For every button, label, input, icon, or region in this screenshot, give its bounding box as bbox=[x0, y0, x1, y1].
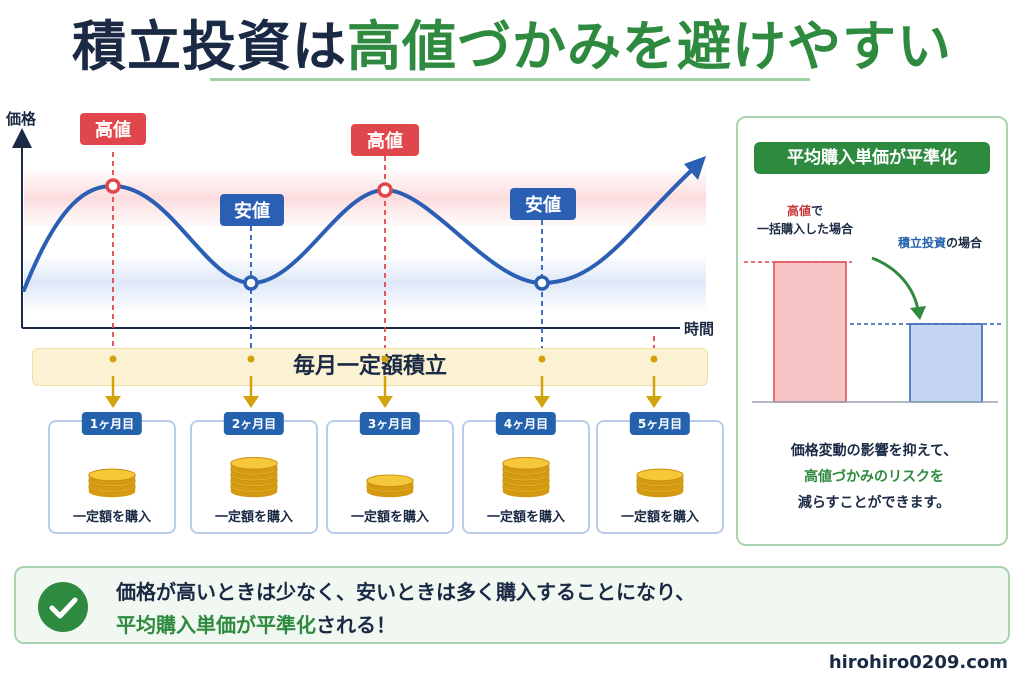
panel-title: 平均購入単価が平準化 bbox=[754, 142, 990, 174]
trend-arrow-head bbox=[684, 156, 706, 180]
x-axis-label: 時間 bbox=[684, 320, 714, 338]
arrow-head-2 bbox=[243, 396, 259, 408]
lump-sum-bar bbox=[773, 261, 847, 403]
coin-stack-icon bbox=[366, 474, 414, 498]
coin-face bbox=[230, 457, 278, 470]
coin-face bbox=[366, 474, 414, 488]
arrow-dot-3 bbox=[381, 355, 389, 363]
coin-stack-icon bbox=[88, 468, 136, 498]
month-badge: 5ヶ月目 bbox=[629, 412, 691, 435]
arrow-dot-5 bbox=[650, 355, 658, 363]
site-url: hirohiro0209.com bbox=[828, 652, 1008, 673]
lump-highlight: 高値 bbox=[786, 204, 811, 218]
lump-sum-label: 高値で 一括購入した場合 bbox=[750, 202, 860, 238]
arrow-head-5 bbox=[646, 396, 662, 408]
purchase-arrows bbox=[105, 355, 662, 408]
coin-stack-icon bbox=[502, 457, 550, 498]
arrow-dot-4 bbox=[538, 355, 546, 363]
summary-line-2: 平均購入単価が平準化される！ bbox=[116, 609, 396, 638]
month-card-1: 1ヶ月目 一定額を購入 bbox=[48, 412, 176, 534]
title-part-1: 積立投資は bbox=[72, 15, 347, 78]
y-axis-label: 価格 bbox=[5, 110, 37, 128]
coin-stack-icon bbox=[230, 457, 278, 498]
page-title: 積立投資は高値づかみを避けやすい bbox=[0, 2, 1024, 81]
purchase-label: 一定額を購入 bbox=[72, 510, 151, 525]
low-point-2 bbox=[534, 275, 550, 291]
month-badge: 2ヶ月目 bbox=[223, 412, 285, 435]
summary-rest: される！ bbox=[316, 613, 396, 637]
arrow-head-4 bbox=[534, 396, 550, 408]
coin-stack-icon bbox=[636, 468, 684, 498]
high-label-box-2 bbox=[351, 124, 419, 156]
accum-rest: の場合 bbox=[946, 236, 983, 250]
low-label-box-1 bbox=[220, 194, 284, 226]
comparison-chart bbox=[744, 256, 1002, 403]
month-card-3: 3ヶ月目 一定額を購入 bbox=[326, 412, 454, 534]
high-label-box-1 bbox=[80, 113, 146, 145]
purchase-label: 一定額を購入 bbox=[620, 510, 699, 525]
summary-line-1: 価格が高いときは少なく、安いときは多く購入することになり、 bbox=[116, 580, 696, 604]
accum-highlight: 積立投資 bbox=[897, 236, 946, 250]
purchase-label: 一定額を購入 bbox=[350, 510, 429, 525]
high-label-2: 高値 bbox=[367, 130, 403, 152]
lump-rest-2: 一括購入した場合 bbox=[756, 222, 853, 236]
strip-label: 毎月一定額積立 bbox=[292, 354, 447, 379]
accumulation-bar bbox=[909, 323, 983, 403]
high-point-1 bbox=[105, 178, 121, 194]
low-label-2: 安値 bbox=[525, 194, 561, 216]
purchase-label: 一定額を購入 bbox=[214, 510, 293, 525]
average-price-panel: 平均購入単価が平準化 高値で 一括購入した場合 積立投資の場合 価格変動の影響を… bbox=[736, 116, 1008, 546]
month-badge: 4ヶ月目 bbox=[495, 412, 557, 435]
title-part-2: 高値づかみを避けやすい bbox=[347, 15, 952, 78]
arrow-head-1 bbox=[105, 396, 121, 408]
high-label-1: 高値 bbox=[95, 119, 131, 141]
month-card-4: 4ヶ月目 一定額を購入 bbox=[462, 412, 590, 534]
month-card-5: 5ヶ月目 一定額を購入 bbox=[596, 412, 724, 534]
high-point-2 bbox=[377, 182, 393, 198]
coin-face bbox=[636, 468, 684, 482]
low-point-1 bbox=[243, 275, 259, 291]
curved-arrow-icon bbox=[871, 256, 920, 311]
accumulation-label: 積立投資の場合 bbox=[876, 234, 1004, 251]
lump-rest-1: で bbox=[811, 204, 824, 218]
coin-face bbox=[502, 457, 550, 470]
monthly-investment-strip: 毎月一定額積立 bbox=[32, 348, 708, 386]
curved-arrow-head bbox=[910, 306, 926, 320]
purchase-label: 一定額を購入 bbox=[486, 510, 565, 525]
low-label-1: 安値 bbox=[234, 200, 270, 222]
month-card-2: 2ヶ月目 一定額を購入 bbox=[190, 412, 318, 534]
summary-box: 価格が高いときは少なく、安いときは多く購入することになり、 平均購入単価が平準化… bbox=[14, 566, 1010, 644]
low-price-band bbox=[24, 258, 706, 308]
low-label-box-2 bbox=[510, 188, 576, 220]
arrow-dot-1 bbox=[109, 355, 117, 363]
panel-note-line-2: 高値づかみのリスクを bbox=[804, 469, 944, 485]
title-underline bbox=[210, 78, 810, 81]
month-badge: 1ヶ月目 bbox=[81, 412, 143, 435]
panel-note-line-1: 価格変動の影響を抑えて、 bbox=[790, 443, 958, 459]
arrow-head-3 bbox=[377, 396, 393, 408]
coin-face bbox=[88, 468, 136, 482]
arrow-dot-2 bbox=[247, 355, 255, 363]
summary-highlight: 平均購入単価が平準化 bbox=[116, 613, 316, 637]
check-icon bbox=[38, 582, 88, 632]
panel-note-line-3: 減らすことができます。 bbox=[797, 495, 951, 511]
panel-note: 価格変動の影響を抑えて、 高値づかみのリスクを 減らすことができます。 bbox=[748, 438, 1000, 516]
price-chart: 価格 時間 高値 安値 高値 安値 bbox=[5, 110, 714, 350]
month-badge: 3ヶ月目 bbox=[359, 412, 421, 435]
